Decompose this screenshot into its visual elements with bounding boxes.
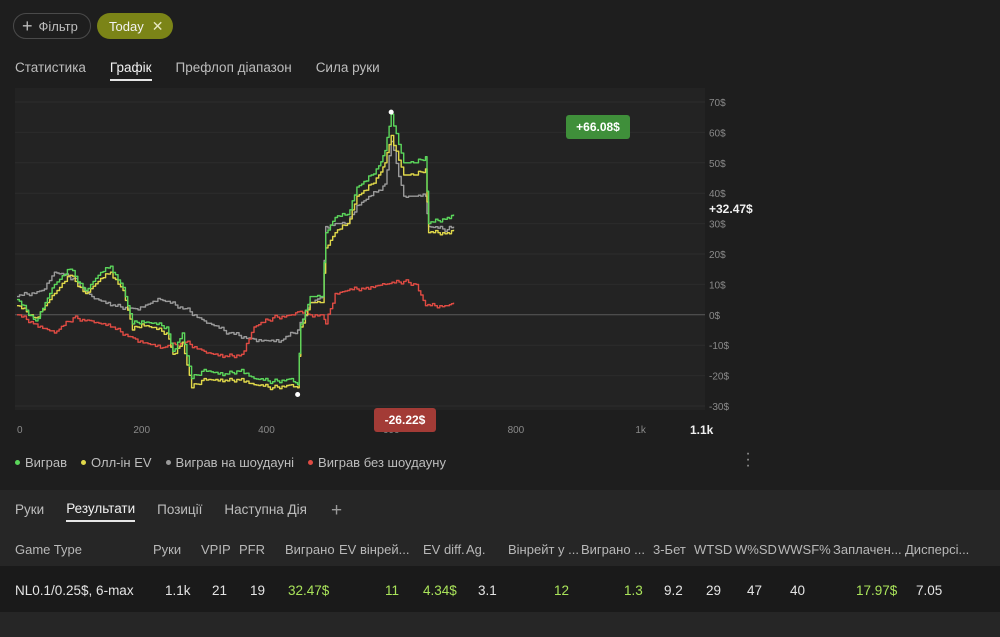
x-tick-label: 0 [17, 425, 23, 436]
cell-ev-winrate: 11 [385, 583, 400, 598]
line-won [17, 113, 455, 386]
tab-results[interactable]: Результати [66, 501, 136, 522]
y-tick-label: -10$ [709, 341, 729, 352]
x-end-label: 1.1k [690, 423, 714, 437]
plus-icon: + [22, 16, 33, 36]
y-tick-label: -30$ [709, 402, 729, 413]
max-badge [566, 115, 630, 139]
col-wtsd[interactable]: WTSD [694, 542, 733, 557]
legend-item-allin-ev[interactable]: Олл-ін EV [81, 455, 152, 470]
col-3bet[interactable]: 3-Бет [653, 542, 686, 557]
line-allin-ev [17, 134, 455, 391]
results-chart[interactable]: 70$ 60$ 50$ 40$ 30$ 20$ 10$ 0$ -10$ -20$ -30$ 0 200 4… [0, 88, 1000, 488]
col-wsd[interactable]: W%SD [735, 542, 777, 557]
tab-hands[interactable]: Руки [15, 501, 45, 517]
add-filter-button[interactable]: + Фільтр [13, 13, 91, 39]
plot-background [15, 88, 705, 410]
cell-game-type: NL0.1/0.25$, 6-max [15, 583, 134, 598]
add-tab-icon[interactable]: + [331, 500, 343, 521]
table-header: Game Type Руки VPIP PFR Виграно EV вінре… [0, 542, 1000, 562]
y-tick-label: 10$ [709, 280, 726, 291]
max-point [388, 109, 394, 115]
legend-dot [165, 460, 171, 465]
cell-variance: 7.05 [916, 583, 943, 598]
cell-wtsd: 29 [706, 583, 722, 598]
min-point [295, 392, 301, 398]
tab-graph[interactable]: Графік [109, 60, 152, 81]
col-won-2[interactable]: Виграно ... [581, 542, 645, 557]
chart-legend: Виграв Олл-ін EV Виграв на шоудауні Вигр… [15, 455, 446, 470]
filter-bar: + Фільтр Today ✕ [0, 0, 1000, 55]
main-tabs: Статистика Графік Префлоп діапазон Сила … [15, 60, 380, 81]
legend-dot [81, 460, 87, 465]
legend-item-showdown[interactable]: Виграв на шоудауні [165, 455, 295, 470]
col-wwsf[interactable]: WWSF% [778, 542, 831, 557]
legend-item-won[interactable]: Виграв [15, 455, 67, 470]
cell-ev-diff: 4.34$ [423, 583, 457, 598]
line-non-showdown [17, 279, 455, 359]
filter-label: Фільтр [38, 18, 78, 34]
chip-label: Today [109, 18, 144, 34]
cell-hands: 1.1k [165, 583, 191, 598]
max-badge-label: +66.08$ [576, 120, 620, 134]
tab-statistics[interactable]: Статистика [15, 60, 86, 75]
y-tick-label: 0$ [709, 311, 721, 322]
cell-won-2: 1.3 [624, 583, 643, 598]
y-tick-label: 50$ [709, 159, 726, 170]
results-panel: Руки Результати Позиції Наступна Дія + G… [0, 490, 1000, 637]
y-tick-label: 20$ [709, 250, 726, 261]
col-ev-winrate[interactable]: EV вінрей... [339, 542, 410, 557]
col-won[interactable]: Виграно [285, 542, 335, 557]
x-tick-label: 1k [635, 425, 647, 436]
cell-winrate: 12 [554, 583, 570, 598]
cell-won: 32.47$ [288, 583, 330, 598]
cell-ag: 3.1 [478, 583, 497, 598]
min-badge [374, 408, 436, 432]
col-ag[interactable]: Ag. [466, 542, 486, 557]
tab-next-action[interactable]: Наступна Дія [224, 501, 307, 517]
tab-preflop-range[interactable]: Префлоп діапазон [175, 60, 292, 75]
chart-svg: 70$ 60$ 50$ 40$ 30$ 20$ 10$ 0$ -10$ -20$ -30$ 0 200 4… [15, 88, 753, 437]
cell-paid: 17.97$ [856, 583, 898, 598]
legend-label: Виграв без шоудауну [318, 455, 446, 470]
col-paid[interactable]: Заплачен... [833, 542, 902, 557]
x-tick-label: 800 [508, 425, 525, 436]
legend-label: Олл-ін EV [91, 455, 152, 470]
col-hands[interactable]: Руки [153, 542, 182, 557]
today-filter-chip[interactable]: Today ✕ [97, 13, 174, 39]
y-tick-label: 30$ [709, 220, 726, 231]
line-showdown [17, 140, 455, 343]
col-variance[interactable]: Дисперсі... [905, 542, 970, 557]
tab-positions[interactable]: Позиції [157, 501, 203, 517]
col-pfr[interactable]: PFR [239, 542, 265, 557]
legend-dot [308, 460, 314, 465]
table-row[interactable]: NL0.1/0.25$, 6-max 1.1k 21 19 32.47$ 11 … [0, 566, 1000, 612]
cell-pfr: 19 [250, 583, 266, 598]
cell-wwsf: 40 [790, 583, 806, 598]
more-options-icon[interactable]: · · · [745, 445, 751, 474]
min-badge-label: -26.22$ [385, 413, 426, 427]
y-tick-label: -20$ [709, 372, 729, 383]
legend-dot [15, 460, 20, 465]
col-vpip[interactable]: VPIP [201, 542, 231, 557]
y-tick-label: 70$ [709, 98, 726, 109]
col-ev-diff[interactable]: EV diff. [423, 542, 465, 557]
cell-wsd: 47 [747, 583, 763, 598]
y-tick-label: 40$ [709, 189, 726, 200]
cell-3bet: 9.2 [664, 583, 683, 598]
cell-vpip: 21 [212, 583, 228, 598]
x-tick-label: 400 [258, 425, 275, 436]
col-game-type[interactable]: Game Type [15, 542, 82, 557]
bottom-tabs: Руки Результати Позиції Наступна Дія + [15, 500, 342, 522]
close-icon[interactable]: ✕ [151, 17, 164, 34]
x-tick-label: 200 [133, 425, 150, 436]
y-tick-label: 60$ [709, 128, 726, 139]
col-winrate[interactable]: Вінрейт у ... [508, 542, 579, 557]
legend-label: Виграв [25, 455, 68, 470]
end-value-label: +32.47$ [709, 202, 753, 216]
legend-item-non-showdown[interactable]: Виграв без шоудауну [308, 455, 446, 470]
tab-hand-strength[interactable]: Сила руки [315, 60, 380, 75]
legend-label: Виграв на шоудауні [175, 455, 295, 470]
